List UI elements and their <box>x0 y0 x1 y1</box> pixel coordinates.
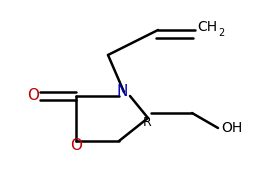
Text: 2: 2 <box>217 28 223 38</box>
Text: N: N <box>116 83 127 98</box>
Text: OH: OH <box>220 121 241 135</box>
Text: CH: CH <box>196 20 216 34</box>
Text: O: O <box>27 89 39 104</box>
Text: R: R <box>142 115 151 129</box>
Text: O: O <box>70 138 82 153</box>
